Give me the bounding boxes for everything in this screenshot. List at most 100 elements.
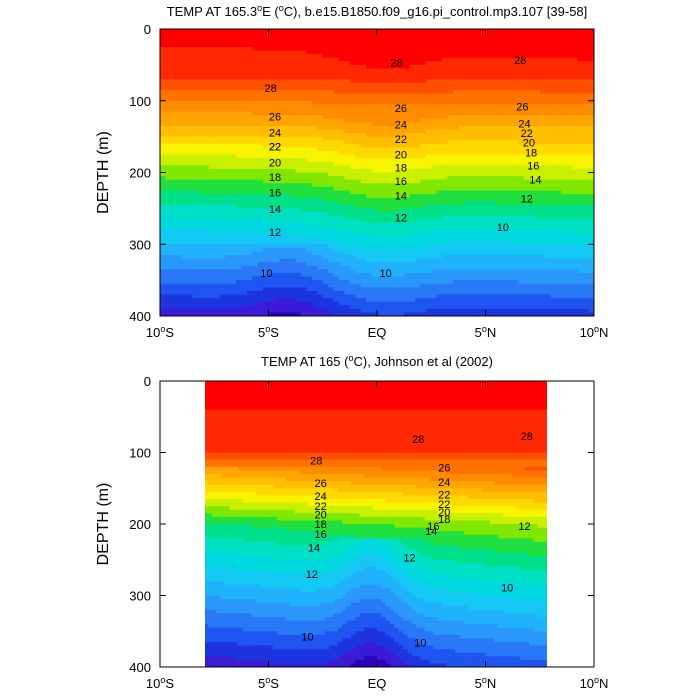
- field-cell: [382, 82, 389, 87]
- field-cell: [301, 68, 308, 73]
- field-cell: [349, 290, 356, 296]
- field-cell: [306, 122, 313, 127]
- field-cell: [268, 211, 275, 217]
- field-cell: [170, 255, 177, 260]
- field-cell: [387, 272, 394, 278]
- field-cell: [339, 150, 346, 156]
- field-cell: [290, 276, 297, 281]
- field-cell: [219, 161, 226, 166]
- field-cell: [387, 64, 394, 70]
- field-cell: [393, 122, 400, 127]
- field-cell: [170, 64, 177, 70]
- field-cell: [235, 43, 242, 48]
- field-cell: [252, 68, 259, 73]
- field-cell: [197, 89, 204, 95]
- field-cell: [463, 222, 470, 227]
- field-cell: [208, 269, 215, 274]
- field-cell: [398, 240, 405, 245]
- field-cell: [469, 64, 476, 70]
- field-cell: [371, 211, 378, 217]
- field-cell: [192, 54, 199, 59]
- field-cell: [420, 226, 427, 231]
- field-cell: [246, 82, 253, 87]
- field-cell: [371, 115, 378, 120]
- field-cell: [160, 46, 167, 52]
- field-cell: [420, 201, 427, 206]
- field-cell: [279, 237, 286, 242]
- field-cell: [176, 233, 183, 238]
- field-cell: [246, 211, 253, 217]
- field-cell: [268, 176, 275, 181]
- field-cell: [225, 194, 232, 199]
- field-cell: [306, 262, 313, 267]
- field-cell: [165, 93, 172, 98]
- field-cell: [490, 143, 497, 148]
- field-cell: [409, 204, 416, 209]
- field-cell: [290, 115, 297, 120]
- field-cell: [257, 265, 264, 270]
- field-cell: [442, 82, 449, 87]
- field-cell: [436, 204, 443, 209]
- field-cell: [203, 57, 210, 62]
- field-cell: [160, 312, 167, 316]
- field-cell: [322, 179, 329, 184]
- field-cell: [192, 229, 199, 235]
- field-cell: [263, 229, 270, 235]
- field-cell: [219, 215, 226, 220]
- field-cell: [187, 290, 194, 296]
- field-cell: [355, 237, 362, 242]
- field-cell: [409, 154, 416, 159]
- field-cell: [458, 79, 465, 84]
- field-cell: [219, 176, 226, 181]
- field-cell: [382, 165, 389, 170]
- field-cell: [268, 29, 275, 34]
- field-cell: [480, 61, 487, 66]
- field-cell: [203, 86, 210, 91]
- field-cell: [279, 258, 286, 263]
- field-cell: [420, 298, 427, 303]
- field-cell: [469, 308, 476, 314]
- field-cell: [474, 262, 481, 267]
- field-cell: [414, 158, 421, 163]
- field-cell: [165, 272, 172, 278]
- field-cell: [328, 233, 335, 238]
- field-cell: [279, 154, 286, 159]
- field-cell: [409, 208, 416, 213]
- field-cell: [474, 247, 481, 253]
- field-cell: [349, 122, 356, 127]
- field-cell: [442, 194, 449, 199]
- field-cell: [187, 190, 194, 195]
- field-cell: [425, 100, 432, 105]
- field-cell: [273, 165, 280, 170]
- field-cell: [344, 36, 351, 41]
- field-cell: [225, 280, 232, 285]
- field-cell: [463, 129, 470, 134]
- field-cell: [311, 122, 318, 127]
- field-cell: [246, 64, 253, 70]
- field-cell: [474, 269, 481, 274]
- field-cell: [436, 226, 443, 231]
- field-cell: [425, 280, 432, 285]
- field-cell: [447, 140, 454, 145]
- field-cell: [279, 190, 286, 195]
- field-cell: [257, 233, 264, 238]
- field-cell: [160, 222, 167, 227]
- field-cell: [333, 107, 340, 113]
- field-cell: [252, 194, 259, 199]
- field-cell: [447, 308, 454, 314]
- field-cell: [268, 222, 275, 227]
- field-cell: [268, 201, 275, 206]
- field-cell: [333, 294, 340, 299]
- field-cell: [176, 136, 183, 141]
- field-cell: [170, 111, 177, 116]
- field-cell: [230, 179, 237, 184]
- field-cell: [344, 283, 351, 288]
- field-cell: [322, 115, 329, 120]
- field-cell: [404, 201, 411, 206]
- field-cell: [187, 122, 194, 127]
- field-cell: [214, 29, 221, 34]
- field-cell: [192, 122, 199, 127]
- field-cell: [225, 136, 232, 141]
- field-cell: [225, 54, 232, 59]
- field-cell: [452, 186, 459, 192]
